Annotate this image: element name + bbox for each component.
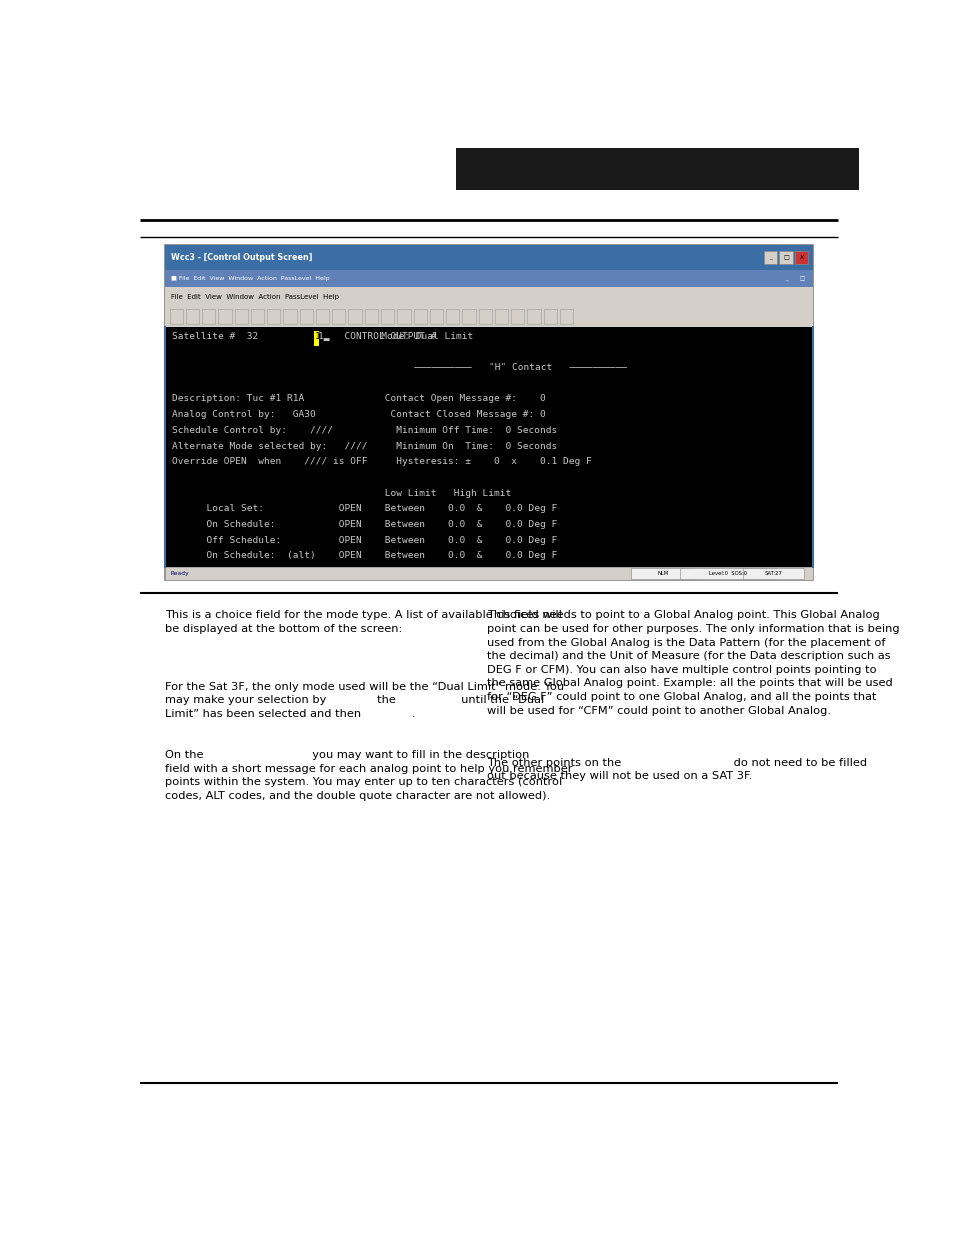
Bar — [794, 251, 807, 264]
Text: □: □ — [782, 256, 788, 261]
Bar — [283, 309, 296, 324]
Text: Ready: Ready — [170, 571, 189, 576]
Text: Local Set:             OPEN    Between    0.0  &    0.0 Deg F: Local Set: OPEN Between 0.0 & 0.0 Deg F — [172, 504, 558, 514]
Bar — [380, 309, 394, 324]
Bar — [763, 251, 777, 264]
Text: Level:0  SOS:0: Level:0 SOS:0 — [708, 571, 746, 576]
Text: 1: 1 — [314, 332, 320, 341]
Bar — [543, 309, 557, 324]
Bar — [348, 309, 361, 324]
Text: Description: Tuc #1 R1A              Contact Open Message #:    0: Description: Tuc #1 R1A Contact Open Mes… — [172, 394, 546, 404]
Bar — [779, 251, 792, 264]
Bar — [495, 309, 508, 324]
Bar — [478, 309, 492, 324]
Bar — [251, 309, 264, 324]
Text: ——————————   "H" Contact   ——————————: —————————— "H" Contact —————————— — [351, 363, 626, 372]
Bar — [186, 309, 199, 324]
Bar — [218, 309, 232, 324]
Bar — [511, 309, 524, 324]
Text: X: X — [799, 256, 803, 261]
Text: ■ File  Edit  View  Window  Action  PassLevel  Help: ■ File Edit View Window Action PassLevel… — [171, 275, 330, 282]
Bar — [165, 270, 812, 287]
Text: This field needs to point to a Global Analog point. This Global Analog
point can: This field needs to point to a Global An… — [486, 610, 899, 715]
Bar — [462, 309, 476, 324]
Bar — [430, 309, 442, 324]
Text: On the                              you may want to fill in the description
fiel: On the you may want to fill in the descr… — [165, 750, 572, 802]
Bar — [559, 309, 573, 324]
Text: _: _ — [784, 275, 786, 282]
Bar — [396, 309, 410, 324]
Bar — [202, 309, 215, 324]
Text: The other points on the                               do not need to be filled
o: The other points on the do not need to b… — [486, 758, 866, 782]
Text: This is a choice field for the mode type. A list of available choices will
be di: This is a choice field for the mode type… — [165, 610, 561, 634]
Bar — [527, 309, 540, 324]
Text: Satellite #  32               CONTROL OUTPUT #: Satellite # 32 CONTROL OUTPUT # — [172, 332, 448, 341]
Bar — [679, 568, 776, 579]
Bar — [165, 567, 812, 580]
Text: Off Schedule:          OPEN    Between    0.0  &    0.0 Deg F: Off Schedule: OPEN Between 0.0 & 0.0 Deg… — [172, 536, 558, 545]
Bar — [165, 246, 812, 270]
Text: Wcc3 - [Control Output Screen]: Wcc3 - [Control Output Screen] — [171, 253, 313, 262]
Bar — [165, 306, 812, 327]
Text: Override OPEN  when    //// is OFF     Hysteresis: ±    0  x    0.1 Deg F: Override OPEN when //// is OFF Hysteresi… — [172, 457, 592, 467]
Bar — [234, 309, 248, 324]
Text: On Schedule:  (alt)    OPEN    Between    0.0  &    0.0 Deg F: On Schedule: (alt) OPEN Between 0.0 & 0.… — [172, 551, 558, 561]
Text: Schedule Control by:    ////           Minimum Off Time:  0 Seconds: Schedule Control by: //// Minimum Off Ti… — [172, 426, 558, 435]
Text: □: □ — [799, 275, 803, 282]
Bar — [631, 568, 694, 579]
Bar — [165, 246, 812, 580]
Text: Alternate Mode selected by:   ////     Minimum On  Time:  0 Seconds: Alternate Mode selected by: //// Minimum… — [172, 442, 558, 451]
Text: Analog Control by:   GA30             Contact Closed Message #: 0: Analog Control by: GA30 Contact Closed M… — [172, 410, 546, 419]
Bar — [742, 568, 803, 579]
Bar — [299, 309, 313, 324]
Bar — [413, 309, 426, 324]
Text: File  Edit  View  Window  Action  PassLevel  Help: File Edit View Window Action PassLevel H… — [171, 294, 338, 300]
Bar — [314, 331, 318, 346]
Bar — [456, 148, 858, 190]
Bar — [165, 287, 812, 306]
Text: _: _ — [768, 256, 771, 261]
Text: 1▂         Mode: Dual Limit: 1▂ Mode: Dual Limit — [317, 332, 473, 341]
Bar — [170, 309, 183, 324]
Bar — [332, 309, 345, 324]
Bar — [364, 309, 377, 324]
Text: On Schedule:           OPEN    Between    0.0  &    0.0 Deg F: On Schedule: OPEN Between 0.0 & 0.0 Deg … — [172, 520, 558, 529]
Bar — [267, 309, 280, 324]
Text: NLM: NLM — [657, 571, 668, 576]
Bar — [315, 309, 329, 324]
Bar — [446, 309, 459, 324]
Text: SAT:27: SAT:27 — [764, 571, 781, 576]
Bar — [165, 327, 812, 567]
Text: For the Sat 3F, the only mode used will be the “Dual Limit” mode. You
may make y: For the Sat 3F, the only mode used will … — [165, 682, 563, 719]
Text: Low Limit   High Limit: Low Limit High Limit — [172, 489, 511, 498]
